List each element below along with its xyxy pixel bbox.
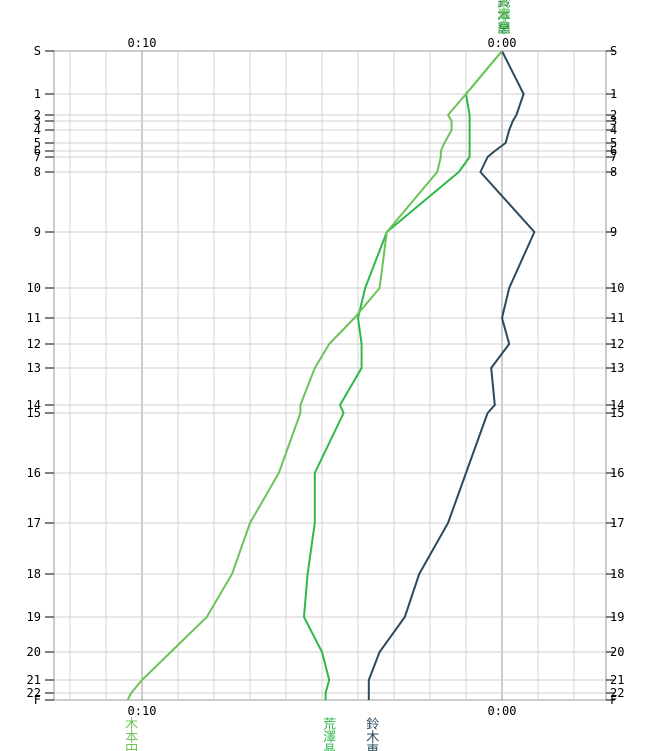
plot-frame <box>53 50 607 701</box>
y-tick-label-left: 6 <box>34 144 41 158</box>
runner-labels-bottom: 鈴木恵 荒澤晶 木本円 <box>122 717 379 751</box>
x-tick-label-top: 0:00 <box>488 36 517 50</box>
y-tick-label-right: 15 <box>610 406 624 420</box>
x-ticks-top: 0:10 0:00 <box>128 36 517 50</box>
y-tick-label-left: 18 <box>27 567 41 581</box>
series-line <box>367 50 536 700</box>
y-tick-label-left: 14 <box>27 398 41 412</box>
y-tick-label-left: F <box>34 693 41 707</box>
y-tick-label-right: 17 <box>610 516 624 530</box>
runner-label-top: 木本円 <box>495 0 511 34</box>
y-tick-label-right: 13 <box>610 361 624 375</box>
runner-label-bottom: 木本円 <box>122 717 138 751</box>
y-tick-label-left: 7 <box>34 150 41 164</box>
x-tick-label-bottom: 0:10 <box>128 704 157 718</box>
runner-label-bottom: 鈴木恵 <box>363 717 379 751</box>
y-tick-label-left: 21 <box>27 673 41 687</box>
y-tick-label-left: 12 <box>27 337 41 351</box>
vertical-gridlines <box>69 51 575 700</box>
y-tick-label-left: 5 <box>34 136 41 150</box>
y-tick-label-left: 10 <box>27 281 41 295</box>
y-tick-label-left: 17 <box>27 516 41 530</box>
y-tick-label-left: 11 <box>27 311 41 325</box>
x-ticks-bottom: 0:10 0:00 <box>128 704 517 718</box>
series-line <box>303 50 503 700</box>
y-tick-label-left: 20 <box>27 645 41 659</box>
y-tick-label-left: 13 <box>27 361 41 375</box>
y-tick-label-left: 16 <box>27 466 41 480</box>
series-lines <box>126 50 536 701</box>
y-tick-label-left: 3 <box>34 114 41 128</box>
horizontal-gridlines <box>54 93 606 694</box>
y-tick-label-left: 19 <box>27 610 41 624</box>
y-tick-label-right: 11 <box>610 311 624 325</box>
runner-label-top: 荒澤晶 <box>495 0 511 34</box>
y-tick-label-left: S <box>34 44 41 58</box>
x-tick-label-top: 0:10 <box>128 36 157 50</box>
y-tick-label-right: 20 <box>610 645 624 659</box>
y-tick-label-right: 14 <box>610 398 624 412</box>
series-line <box>126 50 503 701</box>
y-tick-label-left: 22 <box>27 686 41 700</box>
y-tick-label-right: 22 <box>610 686 624 700</box>
y-tick-label-right: 21 <box>610 673 624 687</box>
y-tick-label-left: 4 <box>34 123 41 137</box>
y-tick-label-left: 1 <box>34 87 41 101</box>
y-tick-label-right: 12 <box>610 337 624 351</box>
y-tick-label-left: 8 <box>34 165 41 179</box>
y-tick-label-right: 10 <box>610 281 624 295</box>
y-tick-label-right: 18 <box>610 567 624 581</box>
y-tick-label-right: 19 <box>610 610 624 624</box>
x-tick-label-bottom: 0:00 <box>488 704 517 718</box>
runner-label-top: 鈴木恵 <box>495 0 511 34</box>
y-tick-label-left: 2 <box>34 108 41 122</box>
runner-label-bottom: 荒澤晶 <box>320 717 336 751</box>
y-tick-label-right: 16 <box>610 466 624 480</box>
y-tick-label-left: 9 <box>34 225 41 239</box>
y-tick-label-left: 15 <box>27 406 41 420</box>
